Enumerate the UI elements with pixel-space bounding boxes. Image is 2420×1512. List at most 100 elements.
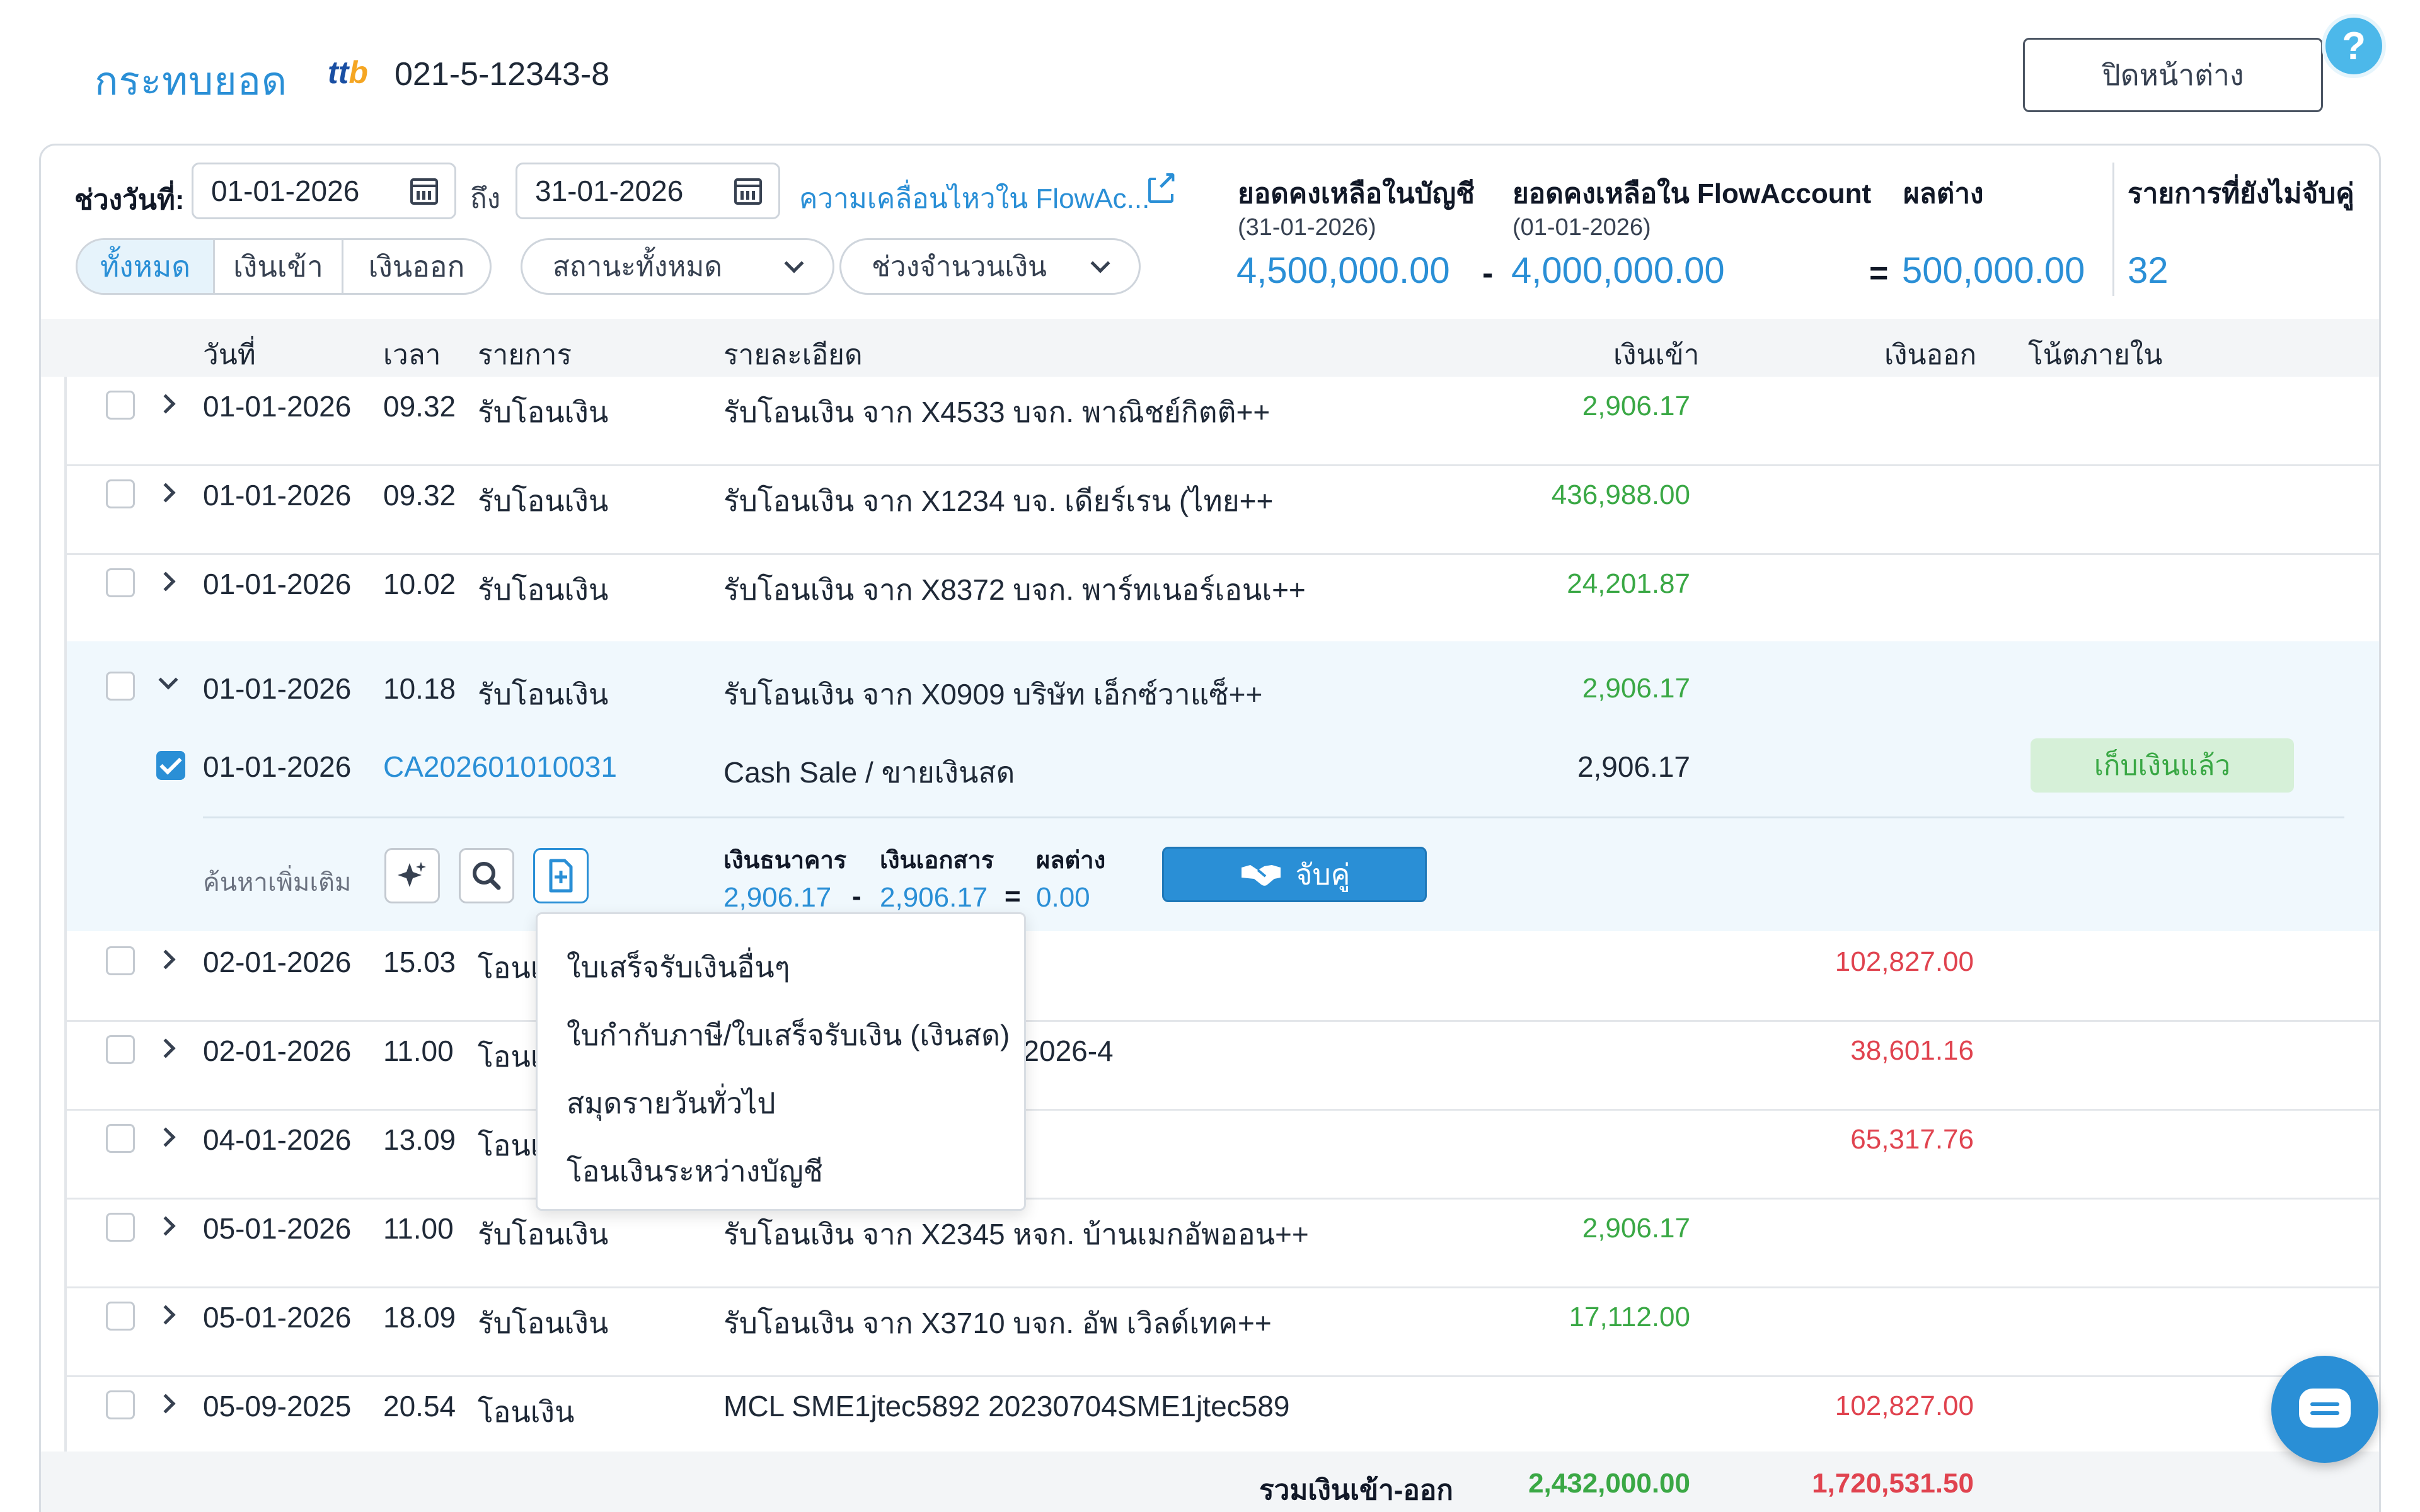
row-time: 11.00 — [383, 1212, 454, 1245]
row-checkbox[interactable] — [106, 568, 135, 597]
doc-amount-label: เงินเอกสาร — [880, 847, 994, 874]
minus-operator: - — [1482, 255, 1494, 292]
row-detail: MCL SME1jtec5892 20230704SME1jtec589 — [723, 1390, 1290, 1423]
row-type: โอนเ — [478, 1129, 541, 1162]
row-divider — [67, 1286, 2379, 1288]
row-time: 10.02 — [383, 568, 456, 600]
col-time: เวลา — [383, 340, 441, 370]
col-detail: รายละเอียด — [723, 340, 863, 370]
row-checkbox[interactable] — [106, 672, 135, 701]
help-icon[interactable]: ? — [2325, 18, 2382, 74]
row-out-amount: 102,827.00 — [1835, 1390, 1974, 1421]
row-out-amount: 102,827.00 — [1835, 946, 1974, 977]
row-checkbox[interactable] — [106, 1035, 135, 1064]
doc-amount-value: 2,906.17 — [880, 882, 988, 913]
minus-operator: - — [852, 881, 861, 912]
sparkle-icon — [398, 862, 426, 887]
amount-range-value: ช่วงจำนวนเงิน — [872, 251, 1047, 282]
row-detail: รับโอนเงิน จาก X3710 บจก. อัพ เวิลด์เทค+… — [723, 1307, 1272, 1339]
row-detail: รับโอนเงิน จาก X4533 บจก. พาณิชย์กิตติ++ — [723, 396, 1270, 428]
row-date: 02-01-2026 — [203, 946, 352, 978]
amount-range-select[interactable]: ช่วงจำนวนเงิน — [839, 238, 1141, 295]
match-button-label: จับคู่ — [1295, 857, 1351, 891]
segment-income[interactable]: เงินเข้า — [215, 240, 343, 293]
ai-suggest-button[interactable] — [384, 848, 440, 903]
create-document-menu: ใบเสร็จรับเงินอื่นๆ ใบกำกับภาษี/ใบเสร็จร… — [536, 912, 1026, 1211]
table-left-rail — [64, 377, 67, 1452]
expanded-date: 01-01-2026 — [203, 672, 352, 705]
row-type: โอนเ — [478, 951, 541, 984]
date-to-value: 31-01-2026 — [535, 175, 684, 207]
expanded-type: รับโอนเงิน — [478, 678, 609, 711]
matched-amount: 2,906.17 — [1577, 750, 1690, 783]
row-type: รับโอนเงิน — [478, 484, 609, 517]
totals-in: 2,432,000.00 — [1528, 1468, 1690, 1499]
row-date: 04-01-2026 — [203, 1123, 352, 1156]
unmatched-label: รายการที่ยังไม่จับคู่ — [2128, 178, 2354, 209]
row-type: โอนเ — [478, 1040, 541, 1073]
table-header — [41, 319, 2379, 377]
direction-segment: ทั้งหมด เงินเข้า เงินออก — [76, 238, 492, 295]
row-type: รับโอนเงิน — [478, 573, 609, 606]
summary-divider — [2112, 163, 2114, 296]
menu-item-account-transfer[interactable]: โอนเงินระหว่างบัญชี — [567, 1155, 823, 1188]
col-date: วันที่ — [203, 340, 256, 370]
expanded-in-amount: 2,906.17 — [1582, 673, 1690, 704]
menu-item-other-receipt[interactable]: ใบเสร็จรับเงินอื่นๆ — [567, 951, 790, 983]
fa-balance-label: ยอดคงเหลือใน FlowAccount — [1512, 178, 1872, 209]
segment-expense[interactable]: เงินออก — [368, 249, 465, 283]
search-button[interactable] — [459, 848, 514, 903]
totals-out: 1,720,531.50 — [1812, 1468, 1974, 1499]
close-window-button[interactable]: ปิดหน้าต่าง — [2023, 38, 2323, 112]
search-more-label: ค้นหาเพิ่มเติม — [203, 869, 352, 896]
row-divider — [67, 1109, 2379, 1111]
match-button[interactable]: จับคู่ — [1162, 847, 1427, 902]
menu-item-general-journal[interactable]: สมุดรายวันทั่วไป — [567, 1087, 776, 1120]
calendar-icon[interactable] — [410, 178, 438, 205]
status-badge: เก็บเงินแล้ว — [2031, 738, 2294, 793]
matched-checkbox[interactable] — [156, 751, 185, 780]
row-checkbox[interactable] — [106, 391, 135, 420]
chevron-down-icon — [1090, 253, 1110, 273]
row-divider — [67, 553, 2379, 555]
row-in-amount: 2,906.17 — [1582, 391, 1690, 421]
date-to-input[interactable]: 31-01-2026 — [516, 163, 780, 219]
row-time: 09.32 — [383, 390, 456, 423]
external-link-icon[interactable] — [1148, 169, 1177, 203]
row-checkbox[interactable] — [106, 1390, 135, 1419]
bank-balance-label: ยอดคงเหลือในบัญชี — [1238, 178, 1475, 209]
row-divider — [67, 1020, 2379, 1022]
row-date: 05-01-2026 — [203, 1301, 352, 1334]
status-select[interactable]: สถานะทั้งหมด — [521, 238, 834, 295]
row-divider — [67, 464, 2379, 466]
diff-value: 500,000.00 — [1902, 250, 2085, 291]
col-type: รายการ — [478, 340, 572, 370]
row-out-amount: 65,317.76 — [1850, 1124, 1974, 1155]
bank-logo: ttb — [328, 55, 368, 90]
matched-date: 01-01-2026 — [203, 750, 352, 783]
chat-button[interactable] — [2271, 1356, 2378, 1463]
flowaccount-movement-link[interactable]: ความเคลื่อนไหวใน FlowAc... — [799, 183, 1150, 214]
row-checkbox[interactable] — [106, 479, 135, 508]
row-type: รับโอนเงิน — [478, 1218, 609, 1251]
create-document-button[interactable] — [533, 848, 589, 903]
search-icon — [473, 862, 501, 890]
date-from-value: 01-01-2026 — [211, 175, 360, 207]
bank-amount-label: เงินธนาคาร — [723, 847, 847, 874]
row-checkbox[interactable] — [106, 1213, 135, 1242]
row-time: 20.54 — [383, 1390, 456, 1423]
date-from-input[interactable]: 01-01-2026 — [192, 163, 456, 219]
add-document-icon — [549, 859, 573, 893]
row-time: 18.09 — [383, 1301, 456, 1334]
calendar-icon[interactable] — [734, 178, 762, 205]
row-checkbox[interactable] — [106, 946, 135, 975]
match-diff-label: ผลต่าง — [1036, 847, 1106, 874]
matched-doc-link[interactable]: CA202601010031 — [383, 750, 617, 783]
menu-item-cash-tax-invoice[interactable]: ใบกำกับภาษี/ใบเสร็จรับเงิน (เงินสด) — [567, 1019, 1010, 1051]
row-checkbox[interactable] — [106, 1124, 135, 1153]
row-checkbox[interactable] — [106, 1302, 135, 1331]
fa-balance-date: (01-01-2026) — [1512, 214, 1651, 241]
segment-all[interactable]: ทั้งหมด — [78, 240, 215, 293]
match-diff-value: 0.00 — [1036, 882, 1090, 913]
totals-row — [41, 1452, 2379, 1512]
